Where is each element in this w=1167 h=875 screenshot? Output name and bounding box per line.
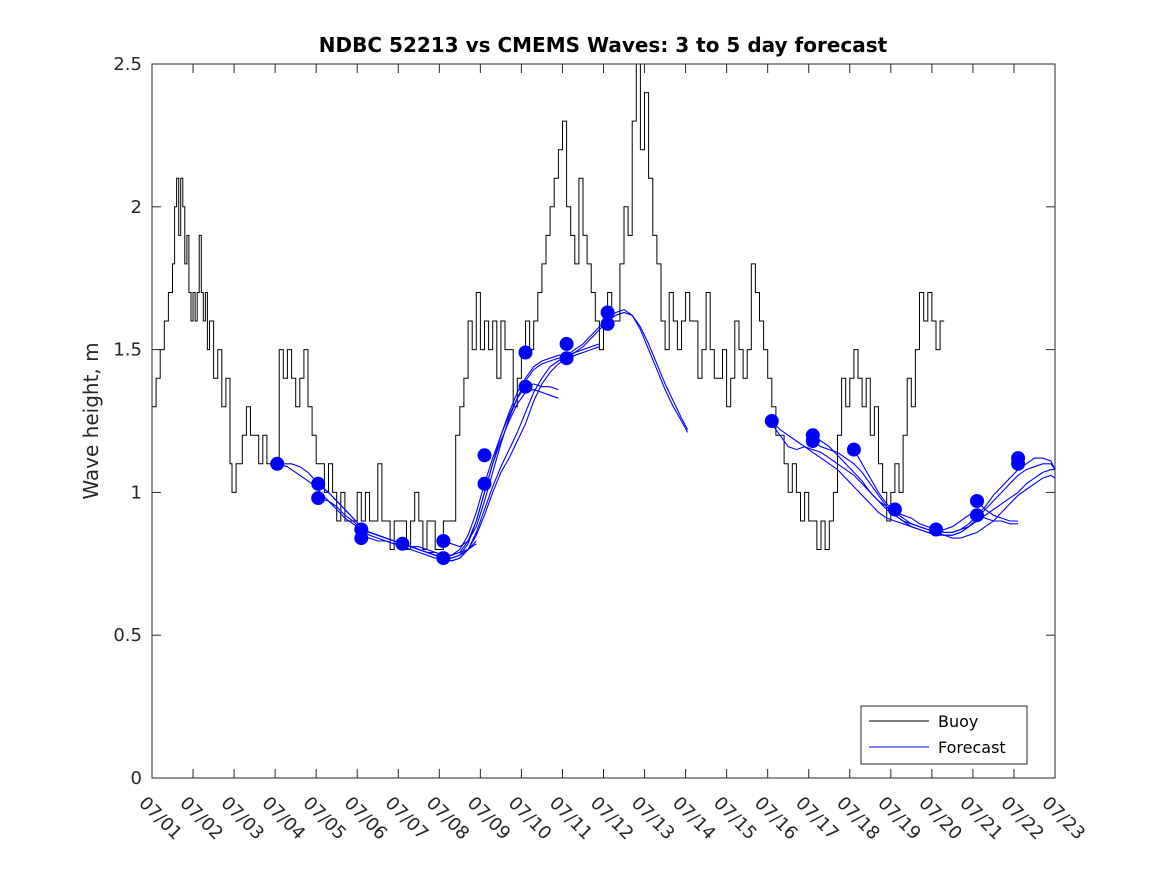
legend: Buoy Forecast [860,705,1028,765]
forecast-marker [970,508,984,523]
forecast-marker [600,316,615,331]
plot-background [152,64,1055,778]
forecast-marker [887,502,902,517]
forecast-line-4 [318,308,689,562]
forecast-marker [805,434,820,448]
forecast-marker [1011,456,1026,471]
forecast-marker [436,534,451,548]
forecast-marker [559,351,574,366]
y-axis-label: Wave height, m [79,342,103,499]
forecast-line-15 [976,500,1019,522]
legend-box [860,705,1028,765]
forecast-marker [518,345,533,360]
forecast-line-10 [771,423,1056,533]
buoy-series [152,63,945,550]
chart-title: NDBC 52213 vs CMEMS Waves: 3 to 5 day fo… [319,33,888,57]
forecast-marker [395,536,410,551]
forecast-marker [764,414,779,428]
y-tick-label: 2 [131,197,142,218]
legend-buoy-label: Buoy [938,712,978,731]
forecast-marker [929,522,943,537]
y-tick-label: 0 [131,768,142,789]
legend-forecast-label: Forecast [938,738,1006,757]
forecast-line-14 [935,469,1055,533]
forecast-line-16 [976,514,1019,525]
forecast-marker [436,551,451,566]
forecast-marker [354,531,369,546]
forecast-marker [311,476,326,491]
forecast-markers [270,305,1026,566]
buoy-line [152,63,945,550]
forecast-marker [270,456,285,471]
y-tick-label: 1 [131,482,142,503]
forecast-marker [477,448,492,463]
forecast-marker [970,494,984,508]
y-axis: 0 0.5 1 1.5 2 2.5 [113,54,1055,789]
y-tick-label: 2.5 [113,54,142,75]
y-tick-label: 1.5 [113,340,142,361]
forecast-line-13 [853,449,970,536]
forecast-marker [311,491,326,506]
y-tick-label: 0.5 [113,625,142,646]
forecast-marker [518,379,533,394]
forecast-marker [559,336,574,351]
forecast-marker [477,476,492,491]
plot-area [151,63,1056,779]
forecast-marker [846,442,861,457]
